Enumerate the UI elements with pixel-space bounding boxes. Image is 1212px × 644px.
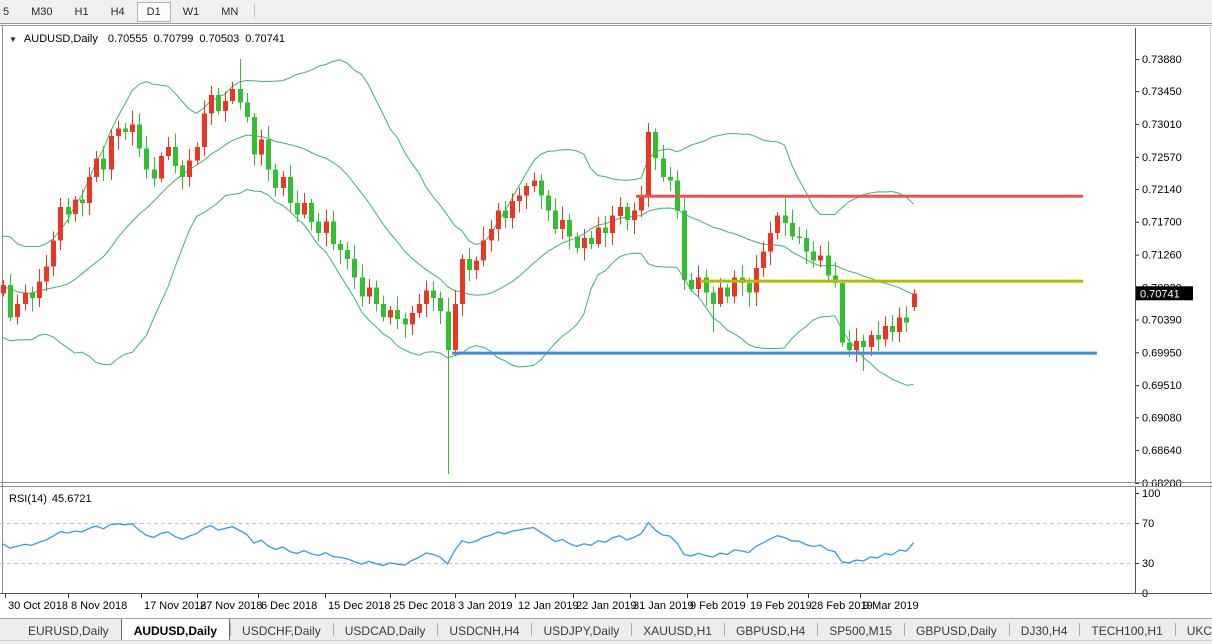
timeframe-button-mn[interactable]: MN bbox=[221, 5, 239, 18]
timeframe-button-d1[interactable]: D1 bbox=[136, 1, 171, 22]
date-axis-label: 15 Dec 2018 bbox=[328, 600, 390, 612]
ohlc-open: 0.70555 bbox=[107, 33, 148, 45]
rsi-name: RSI(14) bbox=[9, 493, 47, 505]
date-axis-label: 9 Mar 2019 bbox=[863, 600, 919, 612]
date-axis-label: 22 Jan 2019 bbox=[576, 600, 637, 612]
date-axis-label: 27 Nov 2018 bbox=[200, 600, 262, 612]
timeframe-button-m30[interactable]: M30 bbox=[31, 5, 53, 18]
date-axis-label: 28 Feb 2019 bbox=[811, 600, 873, 612]
rsi-line bbox=[2, 521, 915, 567]
date-axis-label: 12 Jan 2019 bbox=[518, 600, 579, 612]
date-axis-label: 17 Nov 2018 bbox=[144, 600, 206, 612]
timeframe-button-5[interactable]: 5 bbox=[3, 5, 10, 18]
bb-middle-band bbox=[2, 134, 914, 296]
chart-tab-xauusd-h1[interactable]: XAUUSD,H1 bbox=[631, 619, 724, 640]
date-axis-label: 6 Dec 2018 bbox=[261, 600, 317, 612]
chart-tab-usdchf-daily[interactable]: USDCHF,Daily bbox=[230, 619, 333, 640]
chart-tab-gbpusd-daily[interactable]: GBPUSD,Daily bbox=[904, 619, 1009, 640]
chart-symbol-label: AUDUSD,Daily bbox=[23, 33, 98, 45]
toolbar-divider bbox=[254, 4, 256, 19]
chart-tab-gbpusd-h4[interactable]: GBPUSD,H4 bbox=[723, 619, 817, 640]
date-axis-label: 25 Dec 2018 bbox=[393, 600, 455, 612]
price-axis-label: 0.72570 bbox=[1142, 152, 1182, 164]
price-axis-label: 0.71260 bbox=[1142, 250, 1182, 262]
price-axis-label: 0.71700 bbox=[1142, 217, 1182, 229]
date-axis-label: 9 Feb 2019 bbox=[690, 600, 746, 612]
date-axis-label: 19 Feb 2019 bbox=[750, 600, 812, 612]
dropdown-arrow-icon[interactable]: ▼ bbox=[9, 34, 17, 44]
ohlc-close: 0.70741 bbox=[245, 33, 285, 45]
price-chart-svg[interactable]: 0.73880 0.73450 0.73010 0.72570 0.72140 0.717… bbox=[0, 25, 1212, 618]
price-axis-label: 0.68640 bbox=[1142, 445, 1182, 457]
ohlc-low: 0.70503 bbox=[199, 33, 240, 45]
candles bbox=[1, 59, 917, 474]
date-axis-label: 31 Jan 2019 bbox=[633, 600, 694, 612]
rsi-axis-label: 70 bbox=[1142, 518, 1154, 530]
price-axis-label: 0.69510 bbox=[1142, 380, 1182, 392]
price-axis-label: 0.69950 bbox=[1142, 347, 1182, 359]
price-axis-label: 0.73450 bbox=[1142, 86, 1182, 98]
rsi-value: 45.6721 bbox=[51, 493, 92, 505]
date-axis-label: 30 Oct 2018 bbox=[8, 600, 68, 612]
date-axis-label: 8 Nov 2018 bbox=[71, 600, 127, 612]
ohlc-high: 0.70799 bbox=[153, 33, 194, 45]
timeframe-button-h4[interactable]: H4 bbox=[110, 5, 125, 18]
chart-tab-ukc[interactable]: UKC bbox=[1174, 619, 1212, 640]
rsi-axis-label: 100 bbox=[1142, 488, 1160, 500]
chart-tabs: EURUSD,Daily AUDUSD,Daily USDCHF,Daily USDC… bbox=[16, 619, 1212, 640]
rsi-axis-label: 30 bbox=[1142, 558, 1154, 570]
chart-title: ▼ AUDUSD,Daily 0.70555 0.70799 0.70503 0… bbox=[9, 33, 291, 45]
current-price-box bbox=[1136, 286, 1193, 301]
timeframe-buttons: 5 M30 H1 H4 D1 W1 MN bbox=[0, 1, 249, 22]
status-strip bbox=[0, 640, 1212, 644]
chart-tab-usdcnh-h4[interactable]: USDCNH,H4 bbox=[437, 619, 531, 640]
chart-tab-usdcad-daily[interactable]: USDCAD,Daily bbox=[332, 619, 438, 640]
bb-upper-band bbox=[2, 59, 914, 248]
timeframe-button-w1[interactable]: W1 bbox=[182, 5, 200, 18]
chart-tabs-bar: EURUSD,Daily AUDUSD,Daily USDCHF,Daily USDC… bbox=[0, 618, 1212, 640]
chart-tab-tech100-h1[interactable]: TECH100,H1 bbox=[1079, 619, 1174, 640]
rsi-indicator-label: RSI(14) 45.6721 bbox=[9, 493, 97, 505]
price-axis-label: 0.70390 bbox=[1142, 315, 1182, 327]
chart-tab-sp500-m15[interactable]: SP500,M15 bbox=[817, 619, 904, 640]
chart-tab-dj30-h4[interactable]: DJ30,H4 bbox=[1008, 619, 1080, 640]
chart-tab-audusd-daily[interactable]: AUDUSD,Daily bbox=[120, 619, 231, 640]
chart-area[interactable]: 0.73880 0.73450 0.73010 0.72570 0.72140 0.717… bbox=[0, 25, 1212, 618]
price-axis-label: 0.69080 bbox=[1142, 412, 1182, 424]
chart-tab-usdjpy-daily[interactable]: USDJPY,Daily bbox=[531, 619, 631, 640]
date-axis-label: 3 Jan 2019 bbox=[458, 600, 512, 612]
price-axis-label: 0.73880 bbox=[1142, 54, 1182, 66]
timeframe-button-h1[interactable]: H1 bbox=[74, 5, 89, 18]
price-axis-label: 0.73010 bbox=[1142, 119, 1182, 131]
price-axis-label: 0.72140 bbox=[1142, 184, 1182, 196]
timeframe-toolbar: 5 M30 H1 H4 D1 W1 MN bbox=[0, 0, 1212, 24]
chart-tab-eurusd-daily[interactable]: EURUSD,Daily bbox=[28, 624, 109, 638]
current-price-text: 0.70741 bbox=[1140, 288, 1180, 300]
